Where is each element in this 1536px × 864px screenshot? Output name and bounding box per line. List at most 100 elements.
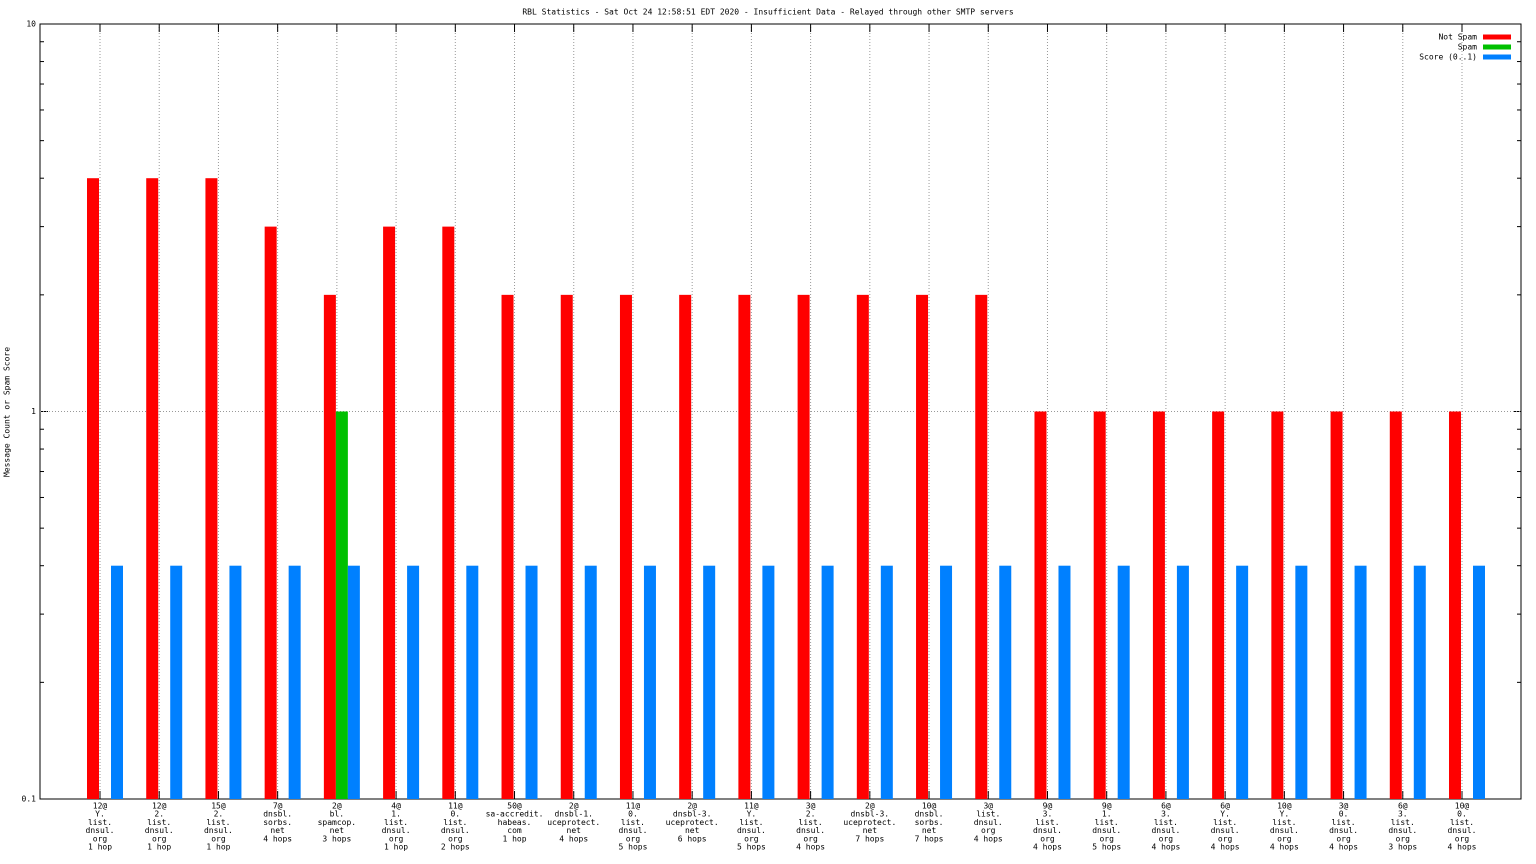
x-tick-label: 3.: [1161, 810, 1171, 819]
x-tick-label: list.: [799, 818, 823, 827]
legend-swatch: [1483, 44, 1511, 50]
bar: [738, 294, 751, 799]
x-tick-label: 1 hop: [502, 834, 526, 843]
x-tick-label: 2@: [687, 802, 697, 811]
x-tick-label: 4 hops: [974, 834, 1003, 843]
x-tick-label: dnsul.: [1448, 826, 1477, 835]
x-tick-label: net: [685, 826, 700, 835]
x-tick-label: dnsbl-1.: [554, 810, 593, 819]
x-tick-label: org: [803, 834, 818, 843]
x-tick-label: 1.: [1102, 810, 1112, 819]
bar: [205, 178, 218, 799]
x-tick-label: dnsul.: [441, 826, 470, 835]
x-tick-label: 1 hop: [384, 843, 408, 852]
x-tick-label: dnsul.: [1092, 826, 1121, 835]
x-tick-label: sorbs.: [263, 818, 292, 827]
bar: [1093, 411, 1106, 799]
bar: [619, 294, 632, 799]
bar: [584, 565, 597, 799]
x-tick-label: org: [1455, 834, 1470, 843]
x-tick-label: 3 hops: [322, 834, 351, 843]
x-tick-label: 1 hop: [147, 843, 171, 852]
bar: [501, 294, 514, 799]
x-tick-label: dnsul.: [1388, 826, 1417, 835]
x-tick-label: Y.: [1280, 810, 1290, 819]
x-tick-label: 6 hops: [678, 834, 707, 843]
legend-label: Spam: [1458, 43, 1477, 52]
x-tick-label: org: [626, 834, 641, 843]
bar: [525, 565, 538, 799]
x-tick-label: list.: [88, 818, 112, 827]
x-tick-label: dnsbl.: [263, 810, 292, 819]
bar: [323, 294, 336, 799]
x-tick-label: net: [567, 826, 582, 835]
x-tick-label: 5 hops: [619, 843, 648, 852]
x-tick-label: dnsul.: [1211, 826, 1240, 835]
bar: [1176, 565, 1189, 799]
bar: [880, 565, 893, 799]
x-tick-label: dnsul.: [1270, 826, 1299, 835]
x-tick-label: net: [863, 826, 878, 835]
x-tick-label: dnsul.: [1151, 826, 1180, 835]
bar: [560, 294, 573, 799]
x-tick-label: 0.: [628, 810, 638, 819]
x-tick-label: habeas.: [498, 818, 532, 827]
x-tick-label: 15@: [211, 802, 226, 811]
x-tick-label: 2@: [865, 802, 875, 811]
x-tick-label: 4 hops: [263, 834, 292, 843]
x-tick-label: 12@: [152, 802, 167, 811]
x-tick-label: org: [744, 834, 759, 843]
bar: [916, 294, 929, 799]
x-tick-label: list.: [1095, 818, 1119, 827]
x-tick-label: dnsul.: [1329, 826, 1358, 835]
x-tick-label: sorbs.: [915, 818, 944, 827]
x-tick-label: dnsul.: [204, 826, 233, 835]
bar: [383, 226, 396, 800]
x-tick-label: org: [1099, 834, 1114, 843]
x-tick-label: list.: [1154, 818, 1178, 827]
y-tick-label: 1: [31, 407, 36, 416]
x-tick-label: 2.: [806, 810, 816, 819]
x-tick-label: 4 hops: [1033, 843, 1062, 852]
x-tick-label: org: [389, 834, 404, 843]
x-tick-label: 3.: [1043, 810, 1053, 819]
x-tick-label: 0.: [1457, 810, 1467, 819]
bar: [1413, 565, 1426, 799]
x-tick-label: org: [448, 834, 463, 843]
x-tick-label: 3@: [983, 802, 993, 811]
x-tick-label: dnsul.: [382, 826, 411, 835]
x-tick-label: Y.: [95, 810, 105, 819]
bar: [335, 411, 348, 799]
x-tick-label: list.: [1332, 818, 1356, 827]
x-tick-label: org: [1336, 834, 1351, 843]
bar: [347, 565, 360, 799]
x-tick-label: list.: [443, 818, 467, 827]
x-tick-label: 5 hops: [1092, 843, 1121, 852]
x-tick-label: 6@: [1161, 802, 1171, 811]
bar: [821, 565, 834, 799]
x-tick-label: Y.: [1220, 810, 1230, 819]
x-tick-label: 4 hops: [1270, 843, 1299, 852]
x-tick-label: spamcop.: [318, 818, 357, 827]
bar: [1271, 411, 1284, 799]
x-tick-label: 11@: [448, 802, 463, 811]
x-tick-label: dnsul.: [619, 826, 648, 835]
x-tick-label: 11@: [626, 802, 641, 811]
x-tick-label: 2@: [569, 802, 579, 811]
bar: [856, 294, 869, 799]
x-tick-label: 2@: [332, 802, 342, 811]
x-tick-label: list.: [206, 818, 230, 827]
x-tick-label: 50@: [507, 802, 522, 811]
legend-label: Score (0..1): [1419, 53, 1477, 62]
x-tick-label: list.: [147, 818, 171, 827]
x-tick-label: 3.: [1398, 810, 1408, 819]
bar: [703, 565, 716, 799]
bar: [466, 565, 479, 799]
bar: [679, 294, 692, 799]
x-tick-label: 4 hops: [1329, 843, 1358, 852]
x-tick-label: list.: [976, 810, 1000, 819]
bar: [87, 178, 99, 799]
x-tick-label: 12@: [93, 802, 108, 811]
x-tick-label: net: [330, 826, 345, 835]
